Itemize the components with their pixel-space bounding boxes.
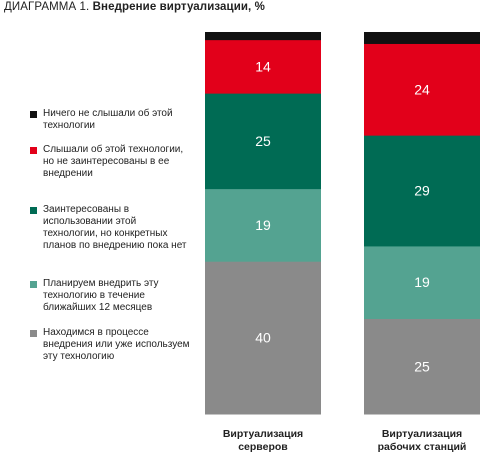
data-label: 24: [414, 81, 430, 97]
legend-label: Ничего не слышали об этой технологии: [43, 108, 173, 131]
bar-segment: [205, 39, 321, 94]
category-label: Виртуализация: [223, 428, 303, 440]
bar-segment: [364, 32, 480, 44]
legend-swatch: [30, 147, 37, 154]
data-label: 19: [255, 217, 271, 233]
chart-title-main: Внедрение виртуализации, %: [92, 1, 265, 13]
legend-swatch: [30, 111, 37, 118]
bar-segment: [205, 32, 321, 41]
legend-label: Планируем внедрить эту технологию в тече…: [43, 278, 159, 313]
bar-segment: [205, 261, 321, 415]
bar-segment: [205, 93, 321, 190]
category-label: серверов: [238, 441, 288, 453]
legend-label: Находимся в процессе внедрения или уже и…: [43, 327, 190, 362]
category-label: Виртуализация: [382, 428, 462, 440]
data-label: 25: [255, 133, 271, 149]
bar-segment: [364, 318, 480, 415]
data-label: 14: [255, 58, 271, 74]
chart-title-prefix: ДИАГРАММА 1.: [4, 1, 90, 13]
data-label: 25: [414, 358, 430, 374]
bar-segment: [364, 135, 480, 247]
data-label: 40: [255, 330, 271, 346]
legend-label: Слышали об этой технологии, но не заинте…: [43, 144, 184, 179]
bar-segment: [205, 188, 321, 262]
legend-swatch: [30, 281, 37, 288]
bar-segment: [364, 43, 480, 136]
legend-label: Заинтересованы в использовании этой техн…: [43, 204, 187, 251]
legend-swatch: [30, 207, 37, 214]
chart-title: ДИАГРАММА 1. Внедрение виртуализации, %: [4, 1, 265, 13]
data-label: 19: [414, 274, 430, 290]
legend-swatch: [30, 330, 37, 337]
data-label: 29: [414, 183, 430, 199]
category-label: рабочих станций: [378, 441, 467, 453]
bar-segment: [364, 245, 480, 319]
